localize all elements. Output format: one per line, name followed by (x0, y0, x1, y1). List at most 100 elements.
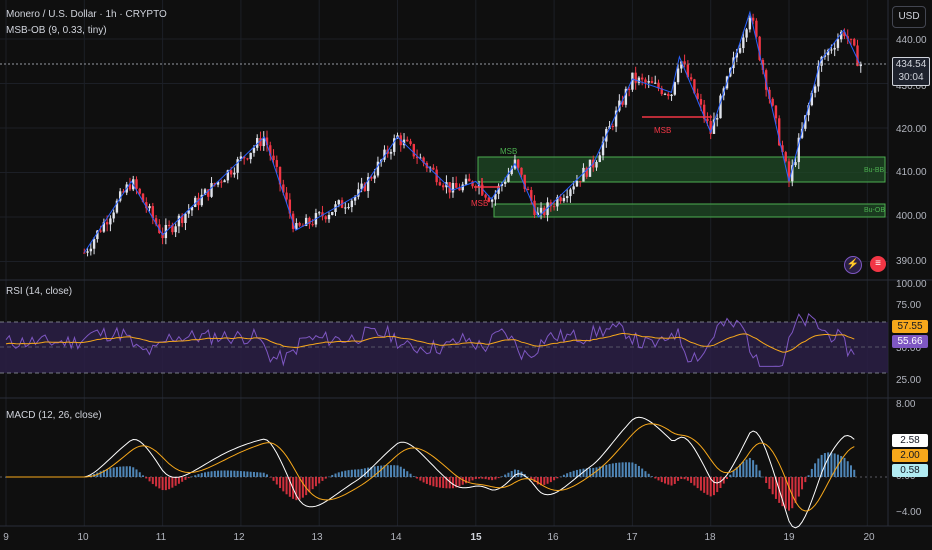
macd-hist-bar (588, 468, 591, 477)
macd-hist-bar (220, 470, 223, 477)
candle-body (813, 86, 817, 93)
macd-hist-bar (168, 477, 171, 490)
macd-hist-bar (318, 477, 321, 484)
zigzag-line (83, 10, 860, 253)
macd-hist-bar (814, 463, 817, 477)
macd-hist-bar (409, 473, 412, 477)
candle-body (742, 37, 745, 49)
symbol-title[interactable]: Monero / U.S. Dollar · 1h · CRYPTO (6, 9, 167, 20)
candle-body (614, 110, 618, 127)
candle-body (647, 81, 650, 83)
current-price-tag: 434.54 30:04 (892, 57, 930, 86)
candle-body (830, 49, 833, 51)
macd-hist-bar (654, 477, 657, 479)
candle-body (569, 189, 572, 197)
time-label-10: 10 (77, 532, 89, 543)
macd-signal-line (6, 423, 855, 512)
macd-hist-bar (119, 466, 122, 477)
candle-body (259, 138, 262, 147)
candle-body (265, 137, 269, 146)
macd-hist-bar (582, 468, 585, 477)
rsi-band (0, 321, 888, 374)
candle-body (383, 149, 386, 160)
candle-body (764, 70, 768, 90)
candle-body (83, 252, 86, 254)
macd-hist-bar (213, 470, 216, 477)
macd-hist-bar (416, 477, 419, 479)
candle-body (105, 222, 109, 225)
macd-hist-bar (830, 452, 833, 477)
candle-body (167, 224, 171, 226)
candle-body (833, 47, 836, 50)
candle-body (233, 172, 236, 175)
macd-hist-bar (295, 477, 298, 501)
candle-body (588, 159, 592, 177)
candle-body (595, 161, 598, 168)
candle-body (89, 248, 93, 252)
candle-body (640, 77, 644, 80)
time-label-14: 14 (390, 532, 402, 543)
candle-body (526, 188, 530, 191)
msb-lines (474, 116, 712, 196)
candle-body (347, 207, 350, 209)
candle-body (422, 157, 425, 163)
flag-us-icon[interactable]: ≡ (870, 256, 886, 272)
macd-line (6, 416, 855, 529)
candle-body (719, 95, 722, 119)
macd-hist-bar (272, 477, 275, 481)
candle-body (582, 167, 585, 182)
macd-hist-bar (481, 477, 484, 479)
macd-hist-bar (696, 477, 699, 489)
macd-hist-bar (461, 477, 464, 485)
macd-hist-bar (262, 472, 265, 477)
macd-hist-bar (285, 477, 288, 495)
macd-hist-bar (540, 477, 543, 486)
macd-hist-bar (226, 470, 229, 477)
candle-body (252, 147, 256, 153)
macd-hist-bar (422, 477, 425, 483)
candle-body (419, 157, 422, 159)
candle-body (735, 52, 738, 58)
candle-body (507, 174, 510, 182)
indicator-label-macd[interactable]: MACD (12, 26, close) (6, 410, 102, 421)
candle-body (203, 189, 207, 195)
macd-hist-bar (471, 477, 474, 481)
candle-body (464, 178, 468, 185)
candle-body (184, 213, 187, 223)
candle-body (177, 215, 181, 227)
candle-body (141, 193, 145, 203)
histogram-value-tag: 0.58 (892, 464, 928, 477)
lightning-icon[interactable]: ⚡ (844, 256, 862, 274)
indicator-label-msb-ob[interactable]: MSB-OB (9, 0.33, tiny) (6, 25, 107, 36)
macd-hist-bar (853, 469, 856, 477)
candle-body (686, 64, 690, 78)
macd-hist-bar (282, 477, 285, 492)
candle-body (817, 65, 820, 87)
macd-hist-bar (393, 465, 396, 477)
time-label-15: 15 (470, 532, 482, 543)
macd-hist-bar (158, 477, 161, 489)
macd-hist-bar (562, 474, 565, 477)
macd-hist-bar (575, 469, 578, 477)
macd-hist-bar (474, 477, 477, 480)
macd-hist-bar (598, 466, 601, 477)
currency-button[interactable]: USD (892, 6, 926, 28)
candle-body (559, 197, 562, 202)
candle-body (272, 155, 275, 161)
macd-hist-bar (794, 477, 797, 504)
macd-hist-bar (804, 477, 807, 483)
macd-hist-bar (647, 473, 650, 477)
macd-hist-bar (726, 477, 729, 480)
time-label-18: 18 (704, 532, 716, 543)
macd-hist-bar (341, 471, 344, 477)
candle-body (102, 222, 106, 232)
macd-hist-bar (115, 467, 118, 477)
candle-body (229, 170, 233, 175)
candle-body (784, 152, 787, 162)
candle-body (432, 167, 435, 170)
candle-body (565, 196, 569, 199)
indicator-label-rsi[interactable]: RSI (14, close) (6, 286, 73, 297)
candle-body (249, 152, 252, 160)
macd-hist-bar (344, 470, 347, 477)
